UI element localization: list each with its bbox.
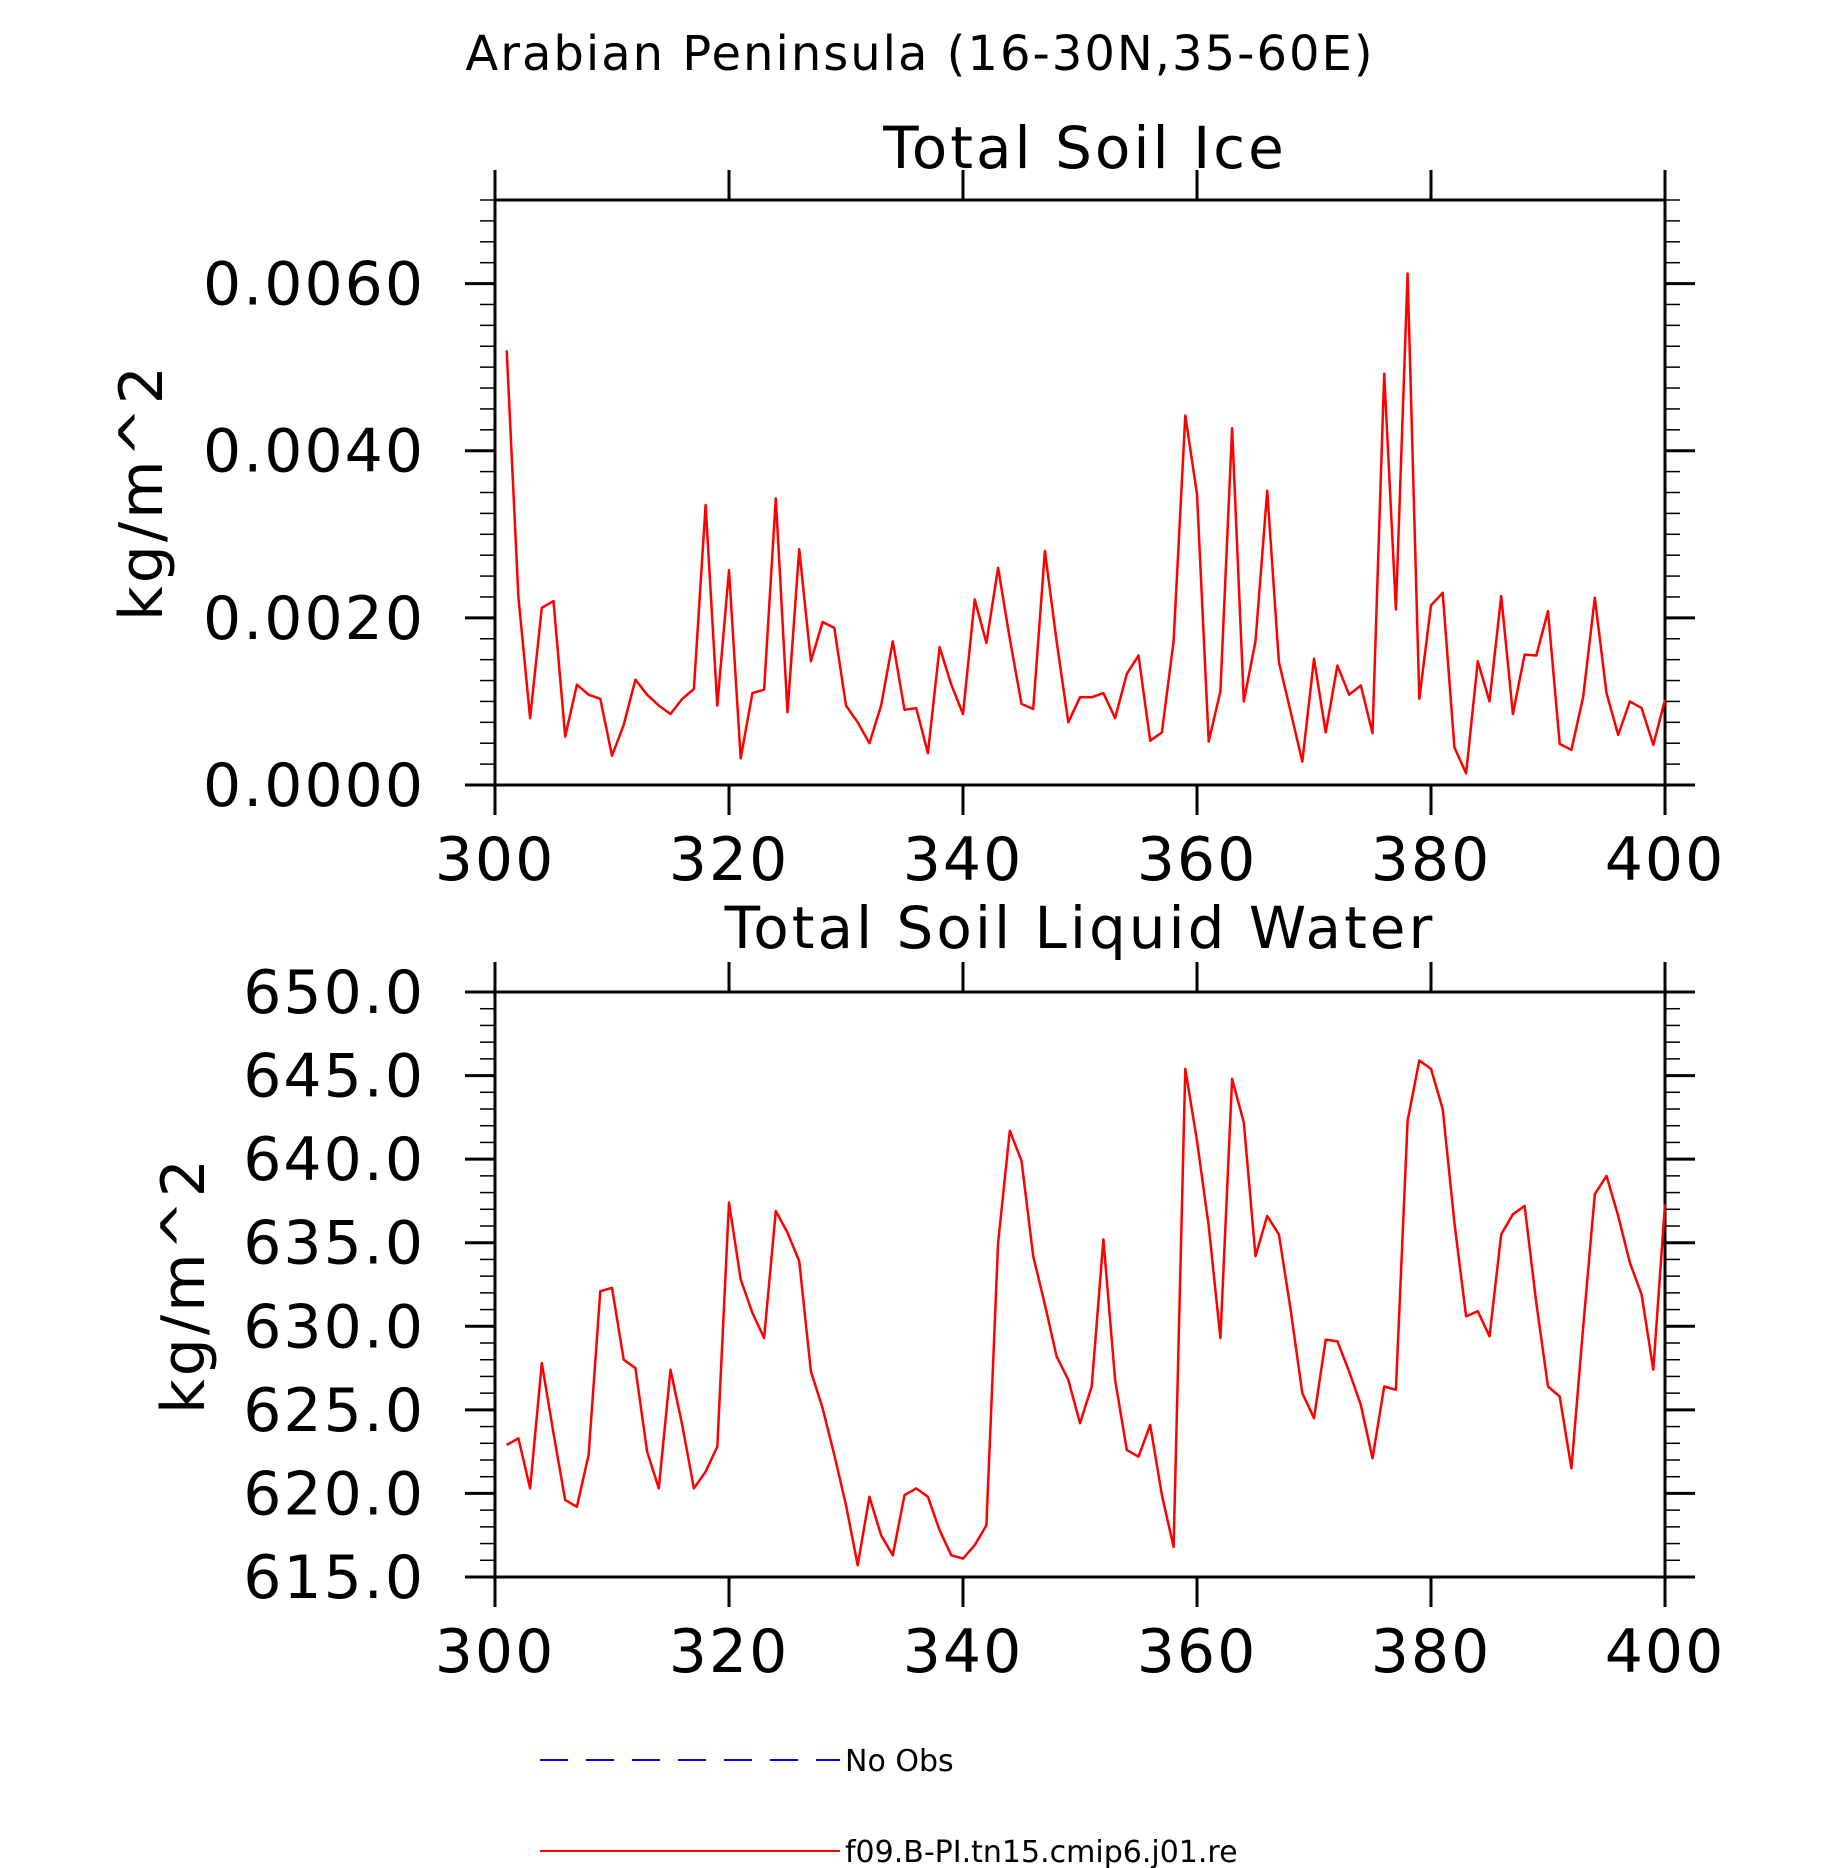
legend: No Obs f09.B-PI.tn15.cmip6.j01.re: [540, 1744, 1238, 1868]
y-tick-label: 625.0: [243, 1376, 425, 1446]
y-tick-label: 0.0060: [203, 250, 425, 320]
series-line: [506, 1059, 1667, 1567]
y-tick-label: 0.0020: [203, 584, 425, 654]
chart-panel-soil-liquid-water: Total Soil Liquid Water 300 320 340 360 380 4…: [149, 894, 1726, 1687]
x-tick-label: 300: [435, 1617, 556, 1687]
plot-frame: [493, 990, 1667, 1579]
x-tick-label: 380: [1371, 825, 1492, 895]
axis-ticks: [465, 962, 1695, 1607]
x-tick-label: 360: [1137, 1617, 1258, 1687]
x-tick-label: 380: [1371, 1617, 1492, 1687]
chart-panel-soil-ice: Total Soil Ice 300 320 340 360 380 400 0.0000…: [107, 114, 1726, 895]
y-tick-label: 0.0000: [203, 751, 425, 821]
y-tick-label: 630.0: [243, 1292, 425, 1362]
x-tick-labels: 300 320 340 360 380 400: [435, 825, 1726, 895]
x-tick-label: 340: [903, 1617, 1024, 1687]
y-tick-label: 640.0: [243, 1125, 425, 1195]
axis-ticks: [465, 170, 1695, 815]
y-tick-label: 645.0: [243, 1042, 425, 1112]
panel-title: Total Soil Ice: [882, 114, 1287, 182]
y-tick-label: 0.0040: [203, 417, 425, 487]
x-tick-label: 400: [1605, 1617, 1726, 1687]
legend-label-no-obs: No Obs: [845, 1744, 954, 1779]
x-tick-label: 300: [435, 825, 556, 895]
y-tick-labels: 615.0 620.0 625.0 630.0 635.0 640.0 645.0 650.0: [243, 958, 425, 1613]
main-title: Arabian Peninsula (16-30N,35-60E): [465, 26, 1374, 82]
x-tick-label: 360: [1137, 825, 1258, 895]
y-axis-label: kg/m^2: [149, 1156, 219, 1414]
y-axis-label: kg/m^2: [107, 363, 177, 621]
y-tick-label: 650.0: [243, 958, 425, 1028]
x-tick-label: 400: [1605, 825, 1726, 895]
x-tick-label: 320: [669, 825, 790, 895]
series-line: [505, 272, 1667, 775]
x-tick-label: 340: [903, 825, 1024, 895]
y-tick-labels: 0.0000 0.0020 0.0040 0.0060: [203, 250, 425, 821]
x-tick-labels: 300 320 340 360 380 400: [435, 1617, 1726, 1687]
y-tick-label: 615.0: [243, 1543, 425, 1613]
y-tick-label: 635.0: [243, 1209, 425, 1279]
panel-title: Total Soil Liquid Water: [724, 894, 1436, 962]
x-tick-label: 320: [669, 1617, 790, 1687]
legend-label-model: f09.B-PI.tn15.cmip6.j01.re: [845, 1835, 1238, 1868]
y-tick-label: 620.0: [243, 1459, 425, 1529]
